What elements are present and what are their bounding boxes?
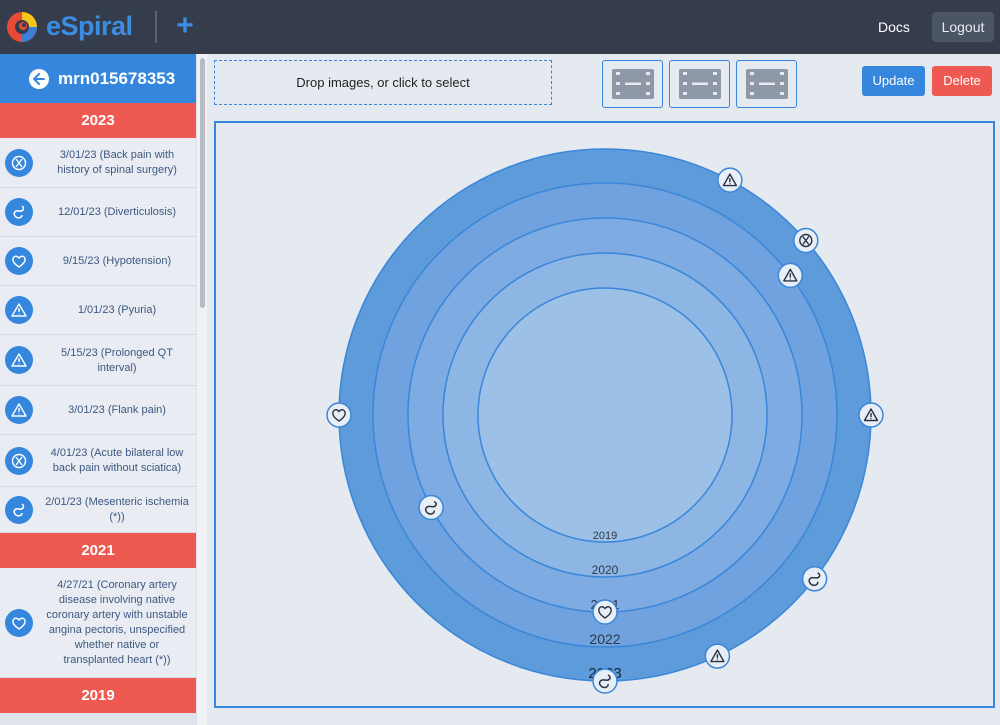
heart-icon[interactable]: [326, 402, 352, 428]
timeline-event[interactable]: 3/01/23 (Back pain with history of spina…: [0, 138, 196, 188]
event-label: 3/01/23 (Flank pain): [68, 404, 166, 416]
event-label: 9/15/23 (Hypotension): [62, 255, 172, 267]
year-header-2019[interactable]: 2019: [0, 678, 196, 713]
timeline-event[interactable]: 9/15/23 (Hypotension): [0, 237, 196, 286]
intestine-icon[interactable]: [418, 494, 444, 521]
timeline-event[interactable]: 1/01/23 (Pyuria): [0, 286, 196, 335]
ring-label: 2019: [593, 530, 617, 542]
warning-icon: [5, 346, 33, 374]
film-button-3[interactable]: [736, 60, 797, 108]
timeline-event[interactable]: 2/01/23 (Mesenteric ischemia (*)): [0, 487, 196, 533]
event-label: 2/01/23 (Mesenteric ischemia (*)): [45, 496, 189, 523]
ring-label: 2022: [589, 631, 620, 647]
ring-label: 2020: [592, 563, 619, 577]
timeline-event[interactable]: 5/15/23 (Prolonged QT interval): [0, 335, 196, 386]
image-dropzone[interactable]: Drop images, or click to select: [214, 60, 552, 105]
top-navbar: eSpiral + Docs Logout: [0, 0, 1000, 54]
brand-name[interactable]: eSpiral: [46, 11, 133, 41]
logout-button[interactable]: Logout: [932, 12, 994, 42]
warning-icon[interactable]: [704, 643, 731, 669]
spine-icon: [5, 446, 33, 475]
event-label: 1/01/23 (Pyuria): [77, 304, 157, 316]
timeline-event[interactable]: 3/01/23 (Flank pain): [0, 386, 196, 435]
timeline-event[interactable]: 12/01/23 (Diverticulosis): [0, 188, 196, 237]
film-icon: [678, 69, 721, 99]
event-label: 12/01/23 (Diverticulosis): [58, 206, 176, 218]
timeline-list: mrn015678353 2023 3/01/23 (Back pain wit…: [0, 54, 196, 713]
intestine-icon: [5, 198, 33, 226]
navbar-divider: [155, 11, 157, 43]
spine-icon: [5, 148, 33, 177]
warning-icon: [5, 296, 33, 324]
intestine-icon[interactable]: [801, 566, 828, 592]
event-label: 4/27/21 (Coronary artery disease involvi…: [46, 579, 188, 666]
patient-header: mrn015678353: [0, 54, 196, 103]
update-button[interactable]: Update: [862, 66, 925, 96]
timeline-event[interactable]: 4/01/23 (Acute bilateral low back pain w…: [0, 435, 196, 487]
event-label: 3/01/23 (Back pain with history of spina…: [57, 149, 177, 176]
add-patient-button[interactable]: +: [176, 9, 194, 42]
intestine-icon[interactable]: [592, 668, 618, 694]
event-label: 5/15/23 (Prolonged QT interval): [61, 346, 173, 374]
film-icon: [745, 69, 788, 99]
heart-icon: [5, 608, 33, 637]
spine-icon[interactable]: [793, 227, 819, 254]
intestine-icon: [5, 495, 33, 524]
event-label: 4/01/23 (Acute bilateral low back pain w…: [50, 447, 184, 474]
patient-sidebar: mrn015678353 2023 3/01/23 (Back pain wit…: [0, 54, 207, 725]
sidebar-scrollbar-thumb[interactable]: [200, 58, 205, 308]
warning-icon[interactable]: [777, 262, 804, 289]
film-button-2[interactable]: [669, 60, 730, 108]
patient-id: mrn015678353: [58, 68, 176, 88]
delete-button[interactable]: Delete: [932, 66, 992, 96]
espiral-logo-icon[interactable]: [6, 11, 38, 43]
timeline-event[interactable]: 4/27/21 (Coronary artery disease involvi…: [0, 568, 196, 678]
spiral-panel: 20192020202120222023: [214, 121, 995, 708]
back-arrow-icon[interactable]: [29, 68, 49, 89]
spiral-chart[interactable]: 20192020202120222023: [216, 123, 993, 706]
film-icon: [611, 69, 654, 99]
ring-2019[interactable]: [477, 287, 733, 543]
heart-icon[interactable]: [592, 599, 618, 625]
heart-icon: [5, 247, 33, 275]
warning-icon[interactable]: [717, 167, 743, 193]
sidebar-scrollbar[interactable]: [197, 54, 207, 725]
warning-icon[interactable]: [858, 402, 884, 428]
film-button-1[interactable]: [602, 60, 663, 108]
year-header-2023[interactable]: 2023: [0, 103, 196, 138]
docs-link[interactable]: Docs: [878, 19, 910, 35]
warning-icon: [5, 396, 33, 424]
year-header-2021[interactable]: 2021: [0, 533, 196, 568]
